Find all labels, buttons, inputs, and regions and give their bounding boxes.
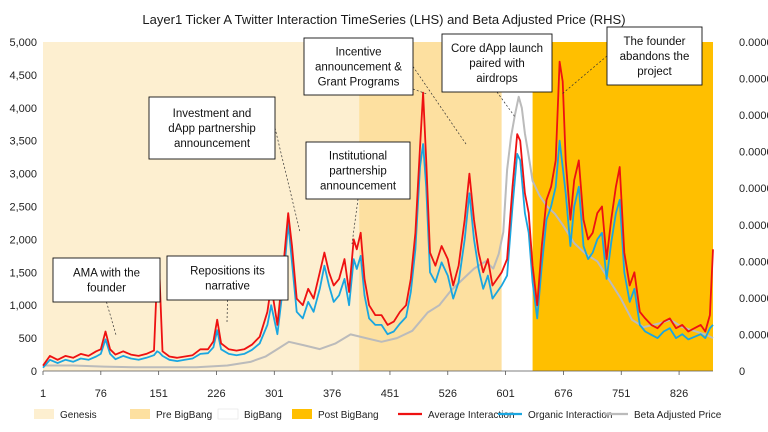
annotation-text: Institutional xyxy=(329,151,387,163)
x-tick-label: 226 xyxy=(207,388,225,400)
x-tick-label: 526 xyxy=(439,388,457,400)
y-right-tick-label: 0.00005 xyxy=(739,183,768,195)
y-left-tick-label: 2,000 xyxy=(9,234,37,246)
annotation-text: airdrops xyxy=(476,73,518,85)
x-tick-label: 301 xyxy=(265,388,283,400)
y-left-tick-label: 1,500 xyxy=(9,267,37,279)
legend-label: Organic Interaction xyxy=(528,410,613,421)
x-tick-label: 826 xyxy=(670,388,688,400)
annotation-leader xyxy=(106,301,117,336)
y-right-tick-label: 0.00001 xyxy=(739,329,768,341)
y-right-tick-label: 0.00009 xyxy=(739,37,768,49)
x-tick-label: 376 xyxy=(323,388,341,400)
annotation-1: AMA with the founder xyxy=(52,257,161,336)
annotation-text: dApp partnership xyxy=(168,123,256,135)
annotation-text: Grant Programs xyxy=(318,77,400,89)
annotations: AMA with the founder Repositions its narrat… xyxy=(52,26,703,336)
phase-band-post-bigbang xyxy=(532,42,713,371)
annotation-box xyxy=(166,255,289,301)
y-left-tick-label: 3,000 xyxy=(9,169,37,181)
x-tick-label: 751 xyxy=(612,388,630,400)
annotation-leader xyxy=(274,127,301,233)
annotation-text: announcement xyxy=(320,181,397,193)
y-left-tick-label: 0 xyxy=(31,366,37,378)
legend-label: Genesis xyxy=(60,410,97,421)
annotation-text: founder xyxy=(87,283,126,295)
annotation-text: Core dApp launch xyxy=(451,43,543,55)
annotation-text: Repositions its xyxy=(190,266,265,278)
series-line-beta-adjusted-price xyxy=(43,95,714,369)
legend-label: Post BigBang xyxy=(318,410,379,421)
legend-label: BigBang xyxy=(244,410,282,421)
x-tick-label: 76 xyxy=(95,388,107,400)
annotation-text: announcement & xyxy=(315,62,402,74)
annotation-text: Incentive xyxy=(335,47,381,59)
annotation-text: The founder xyxy=(623,36,685,48)
legend-swatch xyxy=(130,409,150,419)
y-right-tick-label: 0.00007 xyxy=(739,110,768,122)
series-lines xyxy=(42,60,714,369)
annotation-text: AMA with the xyxy=(73,268,140,280)
annotation-leader xyxy=(412,88,428,95)
annotation-text: paired with xyxy=(469,58,525,70)
annotation-box xyxy=(52,257,161,303)
annotation-text: announcement xyxy=(174,138,251,150)
y-left-tick-label: 3,500 xyxy=(9,136,37,148)
y-right-tick-label: 0.00002 xyxy=(739,293,768,305)
axes: 0 500 1,000 1,500 2,000 2,500 3,000 3,500 4,000 4… xyxy=(9,37,768,400)
legend-swatch xyxy=(34,409,54,419)
annotation-box xyxy=(303,37,414,96)
annotation-2: Repositions its narrative xyxy=(166,255,289,323)
legend-label: Average Interaction xyxy=(428,410,515,421)
x-tick-label: 151 xyxy=(149,388,167,400)
x-tick-label: 1 xyxy=(40,388,46,400)
y-left-tick-label: 2,500 xyxy=(9,202,37,214)
series-line-organic-interaction xyxy=(42,139,714,369)
x-tick-label: 676 xyxy=(554,388,572,400)
annotation-text: partnership xyxy=(329,166,387,178)
legend-swatch xyxy=(292,409,312,419)
legend-swatch xyxy=(217,408,239,420)
y-left-tick-label: 4,000 xyxy=(9,103,37,115)
annotation-box xyxy=(305,141,411,200)
annotation-box xyxy=(441,33,553,93)
annotation-text: narrative xyxy=(205,281,250,293)
series-line-average-interaction xyxy=(42,60,714,367)
annotation-5: Incentive announcement & Grant Programs xyxy=(303,37,467,145)
annotation-text: project xyxy=(637,66,672,78)
y-left-tick-label: 4,500 xyxy=(9,70,37,82)
y-right-tick-label: 0 xyxy=(739,366,745,378)
y-right-tick-label: 0.00004 xyxy=(739,220,768,232)
chart-title: Layer1 Ticker A Twitter Interaction Time… xyxy=(142,12,625,27)
annotation-box xyxy=(606,26,703,86)
y-left-tick-label: 500 xyxy=(19,333,37,345)
annotation-3: Investment and dApp partnership announceme… xyxy=(148,96,301,233)
x-tick-label: 451 xyxy=(381,388,399,400)
annotation-leader xyxy=(561,55,608,95)
x-tick-label: 601 xyxy=(496,388,514,400)
annotation-box xyxy=(148,96,276,160)
legend-label: Beta Adjusted Price xyxy=(634,410,722,421)
y-left-tick-label: 5,000 xyxy=(9,37,37,49)
legend: Genesis Pre BigBang BigBang Post BigBang Ave… xyxy=(34,408,722,421)
annotation-leader xyxy=(496,91,516,118)
annotation-7: The founder abandons the project xyxy=(561,26,703,95)
annotation-4: Institutional partnership announcement xyxy=(305,141,411,245)
y-left-tick-label: 1,000 xyxy=(9,300,37,312)
annotation-text: abandons the xyxy=(620,51,690,63)
annotation-6: Core dApp launch paired with airdrops xyxy=(441,33,553,118)
y-right-tick-label: 0.00003 xyxy=(739,256,768,268)
legend-label: Pre BigBang xyxy=(156,410,212,421)
annotation-leader xyxy=(351,198,359,245)
y-right-tick-label: 0.00006 xyxy=(739,147,768,159)
y-right-tick-label: 0.00008 xyxy=(739,74,768,86)
annotation-text: Investment and xyxy=(173,108,252,120)
